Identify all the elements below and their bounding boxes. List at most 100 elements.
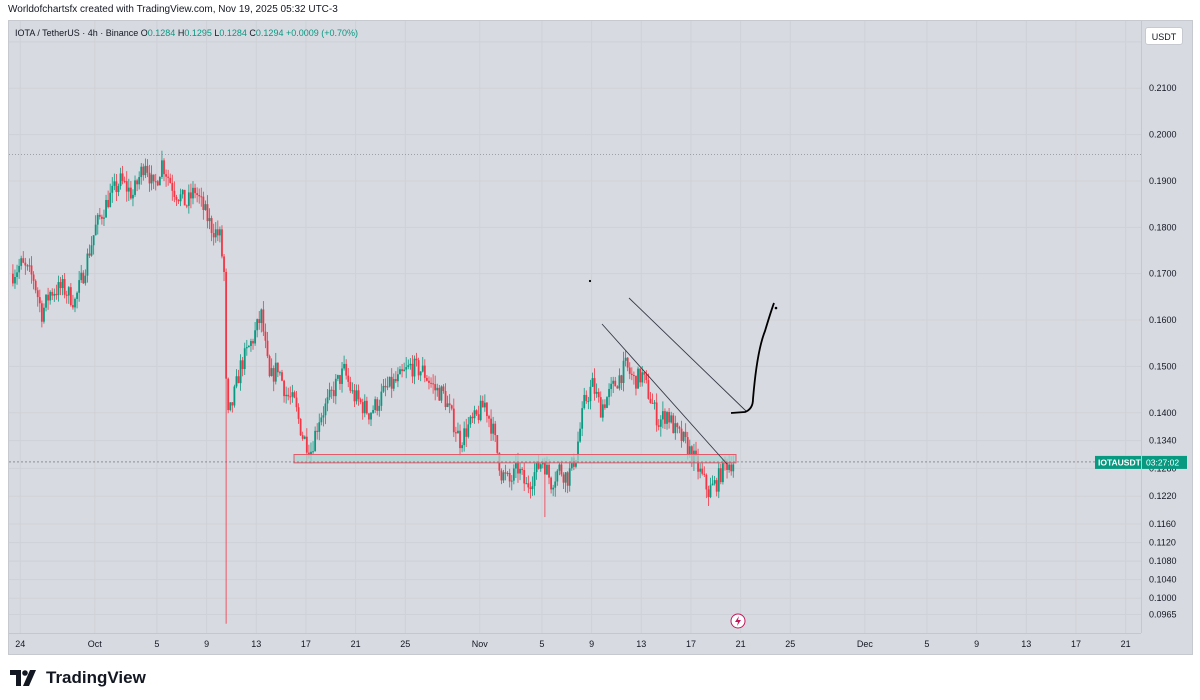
candle-body	[359, 399, 362, 403]
candle-body	[432, 383, 435, 385]
legend-low-label: L	[214, 28, 220, 38]
candle-body	[69, 287, 72, 306]
candle-body	[496, 435, 499, 453]
candle-body	[274, 362, 277, 382]
candle-body	[88, 253, 91, 256]
candle-body	[403, 369, 406, 372]
candle-body	[610, 383, 613, 389]
candle-body	[12, 273, 14, 284]
candle-body	[415, 358, 418, 361]
candle-body	[341, 368, 343, 384]
candle-body	[156, 181, 159, 186]
price-tick-label: 0.1400	[1149, 408, 1177, 418]
candle-body	[101, 216, 103, 219]
candle-body	[682, 431, 685, 441]
candle-body	[409, 363, 412, 366]
candle-body	[419, 371, 422, 376]
candle-body	[78, 280, 81, 293]
candle-body	[512, 468, 515, 481]
event-lightning-icon[interactable]	[730, 613, 746, 629]
candle-body	[301, 435, 304, 439]
candle-body	[299, 418, 302, 436]
candle-body	[158, 176, 161, 186]
candle-body	[123, 180, 126, 182]
candle-body	[134, 180, 136, 195]
candle-body	[620, 375, 623, 383]
candle-body	[450, 405, 453, 409]
candle-body	[72, 305, 74, 308]
candle-body	[527, 483, 530, 488]
candle-body	[560, 464, 563, 475]
candle-body	[684, 431, 687, 438]
candle-body	[384, 385, 387, 388]
candle-body	[612, 380, 615, 384]
candle-body	[442, 386, 445, 391]
channel-upper-line	[628, 297, 747, 412]
candle-body	[568, 468, 571, 486]
candle-body	[463, 428, 466, 446]
candle-body	[641, 372, 644, 383]
candle-body	[38, 297, 41, 304]
candle-body	[531, 486, 534, 490]
candle-body	[258, 319, 261, 324]
candle-body	[45, 294, 47, 308]
candle-body	[705, 474, 708, 490]
time-tick-label: 9	[589, 639, 594, 649]
price-chart[interactable]: 0.22000.21000.20000.19000.18000.17000.16…	[9, 21, 1192, 654]
candle-body	[630, 373, 633, 376]
candle-body	[599, 397, 602, 418]
symbol-tag-name-bg	[1095, 455, 1141, 469]
legend-close-label: C	[249, 28, 256, 38]
candle-body	[355, 390, 358, 402]
candle-body	[289, 396, 292, 398]
candle-body	[210, 218, 213, 234]
candle-body	[98, 214, 101, 217]
candle-body	[510, 480, 513, 482]
time-axis[interactable]	[9, 633, 1141, 655]
candle-body	[635, 375, 637, 389]
candle-body	[320, 417, 323, 423]
candle-body	[703, 473, 706, 475]
candle-body	[428, 380, 430, 383]
price-tick-label: 0.1120	[1149, 538, 1176, 548]
candle-body	[633, 375, 635, 377]
candle-body	[365, 400, 368, 414]
candle-body	[283, 380, 285, 397]
candle-body	[459, 430, 461, 449]
candle-body	[185, 205, 188, 207]
time-tick-label: 5	[924, 639, 929, 649]
candle-body	[728, 464, 731, 470]
candle-body	[438, 387, 441, 401]
candle-body	[61, 279, 64, 289]
tradingview-logo[interactable]: TradingView	[10, 667, 146, 689]
candle-body	[132, 194, 134, 199]
candle-body	[26, 265, 29, 267]
candle-body	[490, 418, 492, 434]
candle-body	[417, 360, 420, 376]
candle-body	[521, 468, 524, 471]
candle-body	[454, 432, 457, 434]
time-tick-label: 21	[1121, 639, 1131, 649]
candle-body	[376, 399, 379, 411]
candle-body	[94, 224, 97, 236]
candle-body	[161, 160, 163, 177]
candle-body	[107, 199, 110, 208]
candle-body	[535, 461, 538, 473]
candle-body	[154, 181, 157, 183]
candle-body	[537, 461, 540, 469]
price-tick-label: 0.1500	[1149, 361, 1177, 371]
price-tick-label: 0.1600	[1149, 315, 1177, 325]
candle-body	[28, 265, 31, 267]
candle-body	[105, 199, 107, 218]
time-tick-label: 17	[1071, 639, 1081, 649]
candle-body	[146, 165, 149, 173]
currency-button[interactable]: USDT	[1145, 27, 1183, 45]
candle-body	[626, 357, 629, 368]
price-axis[interactable]	[1141, 21, 1193, 633]
candle-body	[163, 160, 165, 175]
candle-body	[666, 412, 668, 424]
candle-body	[43, 307, 45, 322]
candle-body	[628, 367, 631, 374]
candle-body	[519, 468, 521, 474]
candle-body	[593, 378, 596, 394]
